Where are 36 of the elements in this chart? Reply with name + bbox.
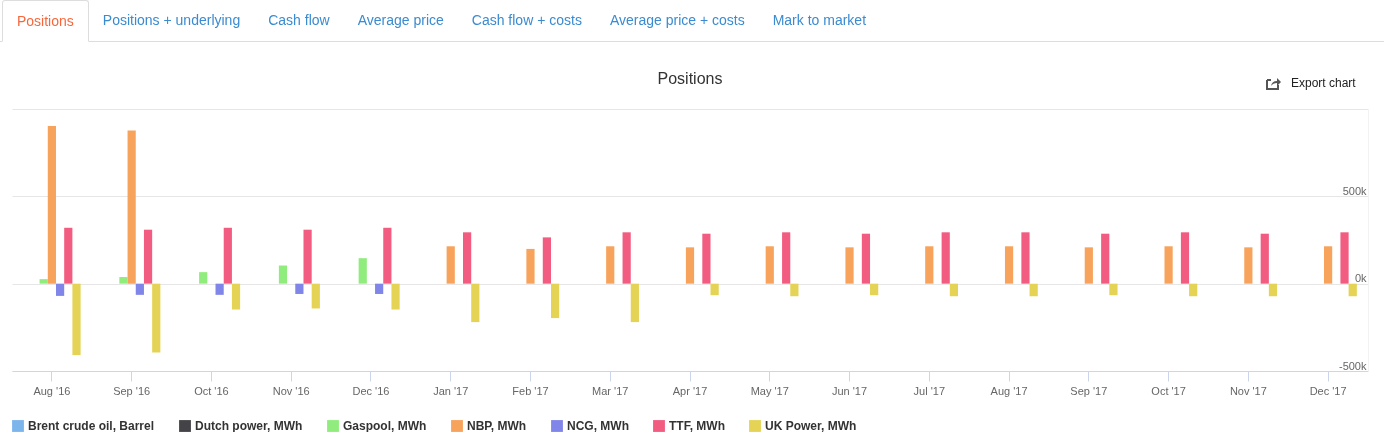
x-tick-label: Sep '16 [113,384,151,397]
text: Export chart [1291,76,1356,90]
legend-label: NBP, MWh [467,419,527,433]
legend-label: NCG, MWh [567,419,629,433]
x-tick-label: Sep '17 [1070,384,1108,397]
y-tick-label: 0k [1354,272,1367,285]
text: Positions + underlying [101,11,242,30]
text: Cash flow + costs [470,11,583,30]
x-tick-label: Oct '17 [1151,384,1186,397]
x-tick-label: Oct '16 [194,384,229,397]
legend-label: Brent crude oil, Barrel [28,419,155,433]
text: Mark to market [771,11,868,30]
x-tick-label: Dec '17 [1309,384,1347,397]
legend-label: Dutch power, MWh [195,419,303,433]
chart-title: Positions [657,70,723,87]
x-tick-label: Jul '17 [913,384,946,397]
text: Average price [356,11,445,30]
x-tick-label: Nov '16 [272,384,310,397]
x-tick-label: May '17 [750,384,789,397]
y-tick-label: -500k [1338,359,1367,372]
x-tick-label: Apr '17 [672,384,708,397]
text: Positions [2,0,89,42]
legend-label: TTF, MWh [669,419,725,433]
text: Cash flow [267,11,331,30]
y-tick-label: 500k [1342,184,1367,197]
x-tick-label: Aug '16 [33,384,71,397]
x-tick-label: Dec '16 [352,384,390,397]
x-tick-label: Nov '17 [1229,384,1267,397]
x-tick-label: Jan '17 [433,384,469,397]
text: Average price + costs [608,11,746,30]
x-tick-label: Feb '17 [512,384,549,397]
legend-label: Gaspool, MWh [343,419,427,433]
x-tick-label: Jun '17 [831,384,868,397]
x-tick-label: Mar '17 [592,384,629,397]
legend-label: UK Power, MWh [765,419,857,433]
x-tick-label: Aug '17 [990,384,1028,397]
